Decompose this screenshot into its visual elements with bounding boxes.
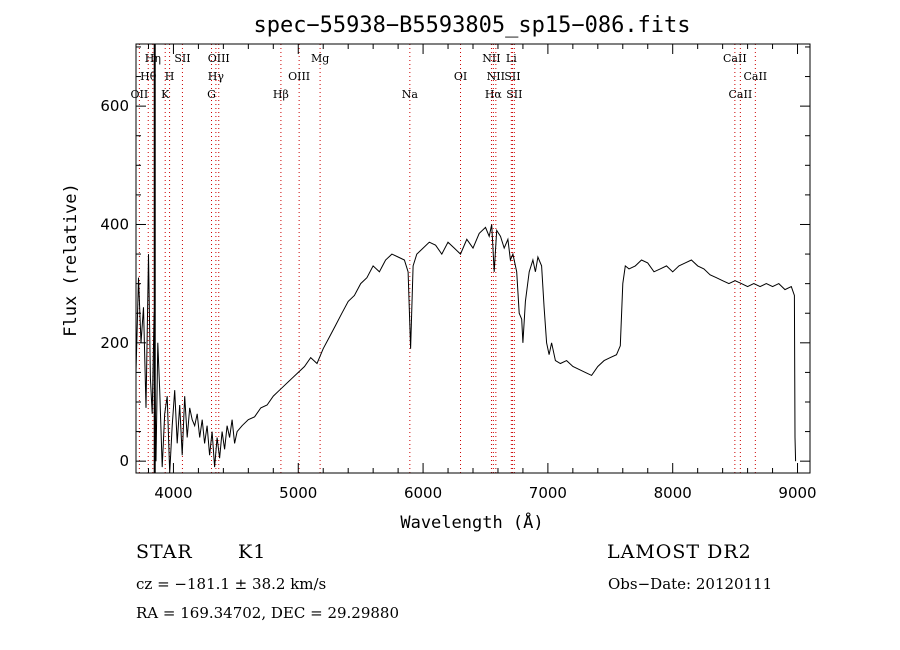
- y-tick-label-400: 400: [100, 215, 129, 233]
- line-label-22: CaII: [743, 70, 767, 83]
- plot-frame: [135, 43, 811, 474]
- spectrum-chart: spec−55938−B5593805_sp15−086.fits OII Hθ H…: [61, 13, 817, 533]
- spectrum-line: [135, 224, 797, 474]
- line-label-19: SII: [506, 88, 522, 101]
- line-label-1: Hθ: [140, 70, 157, 83]
- line-label-5: SII: [174, 52, 190, 65]
- object-class: STAR: [136, 541, 193, 563]
- line-label-2: Hη: [145, 52, 161, 65]
- y-tick-label-0: 0: [119, 452, 129, 470]
- axis-ticks: 4000 5000 6000 7000 8000 9000 0 200 400 600: [100, 44, 817, 502]
- obs-date: Obs−Date: 20120111: [608, 575, 773, 593]
- line-label-17: Li: [506, 52, 517, 65]
- chart-title: spec−55938−B5593805_sp15−086.fits: [253, 13, 690, 38]
- x-tick-label-5000: 5000: [279, 484, 317, 502]
- x-axis-label: Wavelength (Å): [400, 511, 543, 533]
- line-label-15: Hα: [485, 88, 503, 101]
- line-label-21: CaII: [729, 88, 753, 101]
- line-label-9: Hβ: [273, 88, 289, 101]
- coordinates: RA = 169.34702, DEC = 29.29880: [136, 604, 400, 622]
- line-label-7: Hγ: [208, 70, 225, 83]
- line-label-12: Na: [402, 88, 419, 101]
- line-label-4: H: [165, 70, 175, 83]
- line-label-20: CaII: [723, 52, 747, 65]
- survey-name: LAMOST DR2: [607, 541, 752, 563]
- x-tick-label-8000: 8000: [654, 484, 692, 502]
- redshift-cz: cz = −181.1 ± 38.2 km/s: [136, 575, 327, 593]
- x-tick-label-7000: 7000: [529, 484, 567, 502]
- x-tick-label-6000: 6000: [404, 484, 442, 502]
- line-label-10: OIII: [288, 70, 310, 83]
- line-label-0: OII: [131, 88, 149, 101]
- x-tick-label-4000: 4000: [154, 484, 192, 502]
- x-tick-label-9000: 9000: [778, 484, 816, 502]
- spectral-line-labels: OIIHθHηKHSIIGHγOIIIHβOIIIMgNaOINIIHαNIIL…: [131, 52, 768, 101]
- line-label-14: NII: [482, 52, 500, 65]
- y-tick-label-600: 600: [100, 97, 129, 115]
- object-subclass: K1: [238, 541, 267, 563]
- y-tick-label-200: 200: [100, 334, 129, 352]
- line-label-6: G: [207, 88, 216, 101]
- spectral-line-markers: [138, 44, 756, 473]
- line-label-16: NII: [487, 70, 505, 83]
- line-label-13: OI: [454, 70, 467, 83]
- line-label-8: OIII: [208, 52, 230, 65]
- line-label-18: SII: [504, 70, 520, 83]
- line-label-11: Mg: [311, 52, 329, 65]
- y-axis-label: Flux (relative): [61, 183, 81, 337]
- line-label-3: K: [161, 88, 170, 101]
